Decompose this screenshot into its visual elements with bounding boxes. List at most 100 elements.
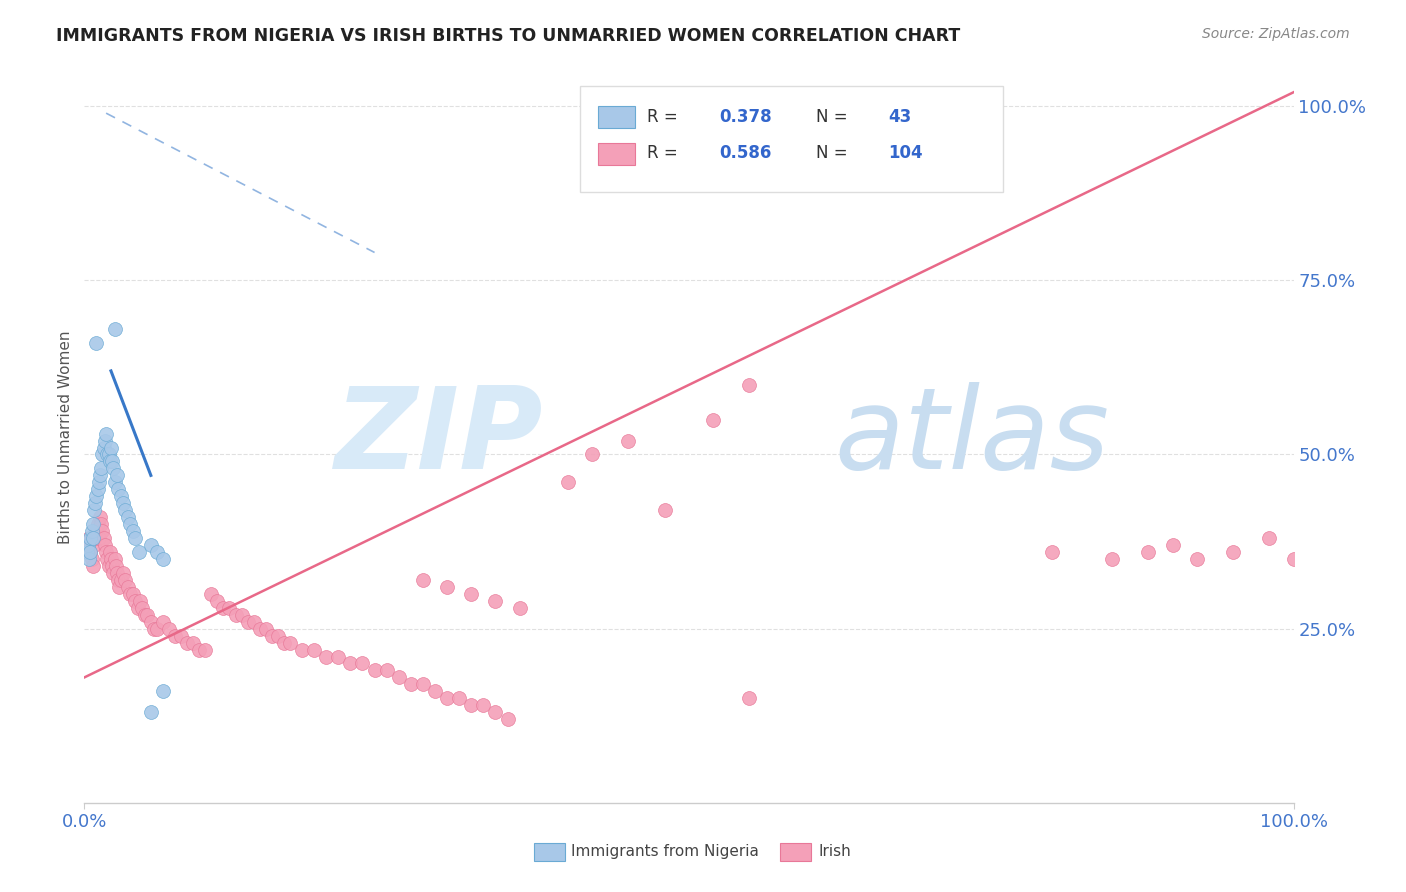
Point (249, 622, 271, 636)
Point (120, 587, 142, 601)
Point (352, 657, 374, 671)
Point (302, 642, 325, 657)
Point (114, 573, 136, 587)
Point (181, 635, 204, 649)
Point (460, 587, 482, 601)
Point (87, 475, 110, 490)
Point (143, 622, 166, 636)
Text: atlas: atlas (834, 382, 1109, 492)
Point (291, 642, 314, 657)
Point (557, 475, 579, 490)
Point (117, 510, 139, 524)
Point (131, 600, 153, 615)
Point (207, 594, 229, 608)
Point (103, 566, 125, 580)
Point (84, 531, 107, 545)
Point (104, 322, 127, 336)
Point (110, 573, 132, 587)
Point (188, 642, 211, 657)
Text: IMMIGRANTS FROM NIGERIA VS IRISH BIRTHS TO UNMARRIED WOMEN CORRELATION CHART: IMMIGRANTS FROM NIGERIA VS IRISH BIRTHS … (56, 27, 960, 45)
Point (581, 448, 603, 462)
Point (1222, 545, 1244, 559)
Y-axis label: Births to Unmarried Women: Births to Unmarried Women (58, 330, 73, 544)
Point (96, 448, 118, 462)
Point (134, 607, 156, 622)
Point (267, 629, 290, 643)
Point (1282, 552, 1305, 566)
Point (702, 412, 724, 426)
Point (101, 558, 124, 573)
Point (89, 468, 111, 483)
Point (212, 600, 235, 615)
Point (1258, 531, 1281, 545)
Text: Irish: Irish (818, 845, 851, 859)
Point (146, 545, 169, 559)
Point (278, 635, 301, 649)
Point (436, 691, 458, 706)
Point (77, 538, 100, 552)
Point (449, 691, 471, 706)
Point (94, 434, 117, 448)
Point (339, 657, 361, 671)
Point (82, 531, 104, 545)
Point (176, 635, 198, 649)
Point (79, 531, 101, 545)
Point (328, 649, 350, 664)
Point (93, 531, 115, 545)
Point (460, 698, 482, 713)
Point (82, 558, 104, 573)
Point (104, 552, 127, 566)
Text: N =: N = (815, 145, 848, 162)
Point (136, 607, 159, 622)
Text: R =: R = (647, 145, 678, 162)
Text: 0.378: 0.378 (720, 108, 772, 126)
Point (139, 615, 162, 629)
Point (86, 517, 108, 532)
Point (77, 531, 100, 545)
Point (105, 468, 128, 483)
Point (509, 600, 531, 615)
Point (107, 483, 129, 497)
Point (120, 517, 142, 532)
Point (436, 580, 458, 594)
Point (114, 503, 136, 517)
Point (170, 629, 193, 643)
Point (152, 684, 174, 698)
Point (105, 566, 128, 580)
Point (90, 461, 112, 475)
Point (484, 705, 506, 719)
Point (87, 531, 110, 545)
Point (121, 587, 143, 601)
Text: 104: 104 (889, 145, 924, 162)
Text: R =: R = (647, 108, 678, 126)
Point (94, 538, 117, 552)
Point (82, 517, 104, 532)
Point (738, 377, 761, 392)
Point (260, 629, 283, 643)
Point (112, 566, 135, 580)
Point (412, 677, 434, 691)
Point (472, 698, 495, 713)
Point (127, 600, 149, 615)
Point (77, 538, 100, 552)
Point (104, 558, 127, 573)
Point (84, 496, 107, 510)
Point (399, 677, 422, 691)
Point (100, 441, 122, 455)
Point (1137, 545, 1160, 559)
Point (165, 629, 187, 643)
Point (236, 615, 259, 629)
Point (254, 622, 277, 636)
Point (104, 475, 127, 490)
Point (86, 524, 108, 538)
Point (91, 524, 114, 538)
Point (152, 552, 174, 566)
Point (484, 594, 506, 608)
Point (93, 441, 115, 455)
Point (315, 649, 337, 664)
Point (79, 545, 101, 559)
Bar (599, 106, 634, 128)
Point (388, 670, 411, 684)
Point (103, 461, 125, 475)
Point (98, 454, 121, 468)
